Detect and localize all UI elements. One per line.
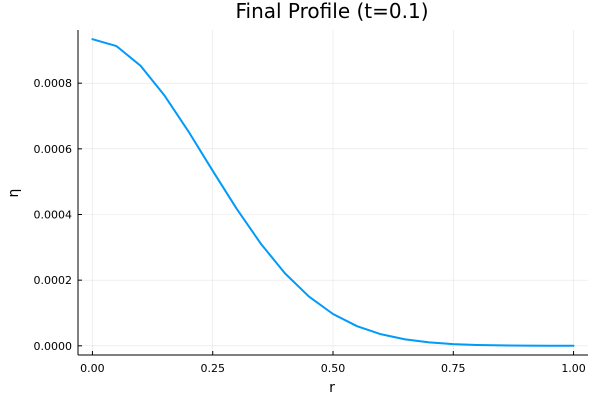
y-tick-label-2: 0.0004 [34, 208, 73, 221]
chart-title: Final Profile (t=0.1) [235, 0, 428, 23]
y-axis-label: η [6, 189, 22, 198]
x-tick-label-3: 0.75 [441, 362, 466, 375]
y-tick-label-1: 0.0002 [34, 274, 73, 287]
x-tick-label-1: 0.25 [200, 362, 225, 375]
x-axis-label: r [329, 380, 335, 396]
x-tick-label-2: 0.50 [321, 362, 346, 375]
series-line-0 [91, 38, 575, 347]
grid-lines [78, 30, 588, 355]
x-tick-label-4: 1.00 [561, 362, 586, 375]
axes [77, 30, 588, 356]
y-tick-label-4: 0.0008 [34, 77, 73, 90]
x-tick-label-0: 0.00 [80, 362, 105, 375]
tick-labels: 0.00 0.25 0.50 0.75 1.00 0.0000 0.0002 0.0004 0.… [34, 77, 586, 375]
y-tick-label-3: 0.0006 [34, 143, 73, 156]
series-layer [91, 38, 575, 347]
y-tick-label-0: 0.0000 [34, 340, 73, 353]
